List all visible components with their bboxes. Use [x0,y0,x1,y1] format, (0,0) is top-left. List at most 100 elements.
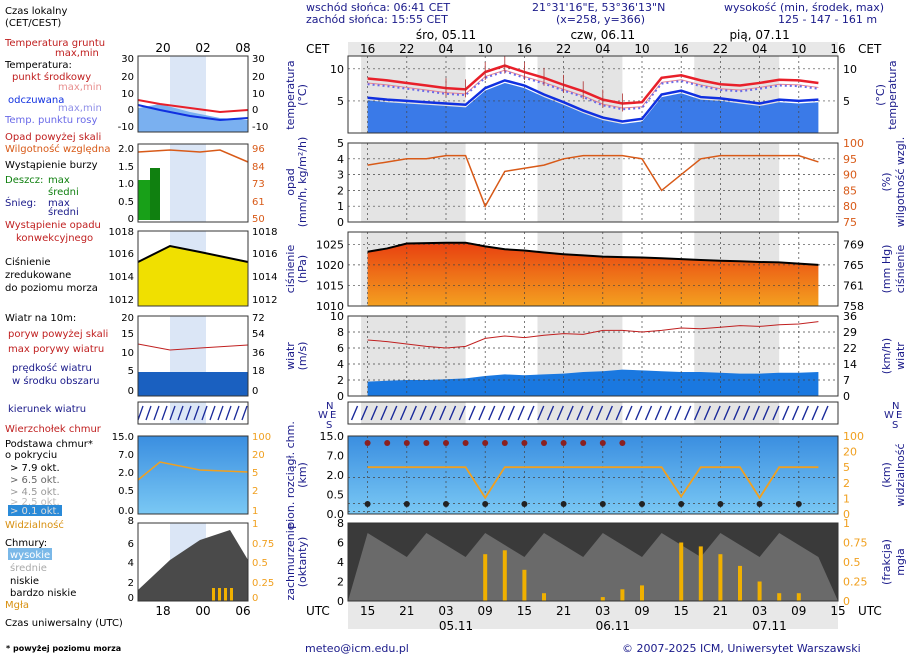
legend-label: Wiatr na 10m: [5,313,76,324]
precip-tick-right: 75 [843,216,857,229]
legend-gust-line [137,343,249,351]
wind-arrow [713,405,721,421]
day-top-label: czw, 06.11 [570,28,635,42]
pres-tick-left: 1020 [316,259,344,272]
legend-wind-arrow [201,405,208,421]
compass-s: S [326,420,332,431]
compass-w: W [318,410,328,421]
cover-frame [347,522,839,602]
fog-bar [777,593,782,601]
fog-bar [738,565,742,601]
wind-tick-left: 6 [337,342,344,355]
fog-bar [640,585,644,601]
cloud-top-dot [560,440,567,446]
dir-frame [347,401,839,425]
cloud-tick-left: 15.0 [320,430,345,443]
legend-label: poryw powyżej skali [8,329,108,340]
cet-tick: 04 [752,42,767,56]
legend-tick-top: 02 [195,41,210,55]
cet-bar [348,42,838,56]
precip-tick-left: 5 [337,137,344,150]
legend-fog-bar [224,588,227,601]
legend-label: Ciśnienie [5,256,51,268]
legend-wind-arrow [185,405,192,421]
legend-pres-tick: 1018 [109,227,134,238]
cet-tick: 16 [830,42,845,56]
precip-tick-right: 80 [843,200,857,213]
utc-bar [348,601,838,629]
legend-windkmh-tick: 54 [252,329,265,340]
humidity-line [367,154,819,208]
day-bottom-label: 05.11 [439,619,473,633]
wind-arrow [468,405,476,421]
legend-label: Wystąpienie opadu [5,220,101,231]
legend-cover-tick: 0 [128,593,134,604]
legend-cover-tick: 8 [128,516,134,527]
cloud-top-dot [384,440,391,446]
legend-wind-tick: 10 [121,348,134,359]
legend-label: Temperatura: [4,60,72,71]
wind-arrow [399,405,408,421]
cet-tick: 04 [438,42,453,56]
legend-label: > 2.5 okt. [10,497,60,508]
wind-arrow [507,405,515,421]
legend-label: > 0.1 okt. [10,506,60,517]
legend-label: punkt środkowy [12,71,91,83]
cloud-axis-label: pion. rozciągł. chm. [284,421,297,529]
legend-cover-tick: 4 [128,558,134,569]
legend-temp-tick: 10 [121,89,134,100]
legend-tick-bottom: 18 [155,604,170,618]
legend-rain-max [150,168,160,220]
utc-tick: 15 [517,604,532,618]
wind-arrow [556,405,564,421]
legend-wind-tick: 5 [128,366,134,377]
precip-night-band [361,143,466,222]
legend-pres-area [138,246,248,306]
legend-precip-tick: 2.0 [118,144,134,155]
utc-tick: 03 [595,604,610,618]
wind-arrow [762,405,770,421]
cloud-top-dot [580,440,587,446]
legend-label: wysokie [10,550,50,561]
cover-tick-left: 8 [337,517,344,530]
pres-tick-right: 765 [843,259,864,272]
wind-arrow [615,405,623,421]
legend-okt01-swatch [8,505,62,516]
wind-arrow [360,405,368,421]
precip-frame [347,142,839,223]
wind-tick-right: 29 [843,326,857,339]
precip-tick-left: 0 [337,216,344,229]
cloud-base-dot [678,501,685,507]
day-bottom-label: 06.11 [596,619,630,633]
footer-email[interactable]: meteo@icm.edu.pl [305,642,409,655]
legend-temp-tick: 20 [121,72,134,83]
legend-fog-bar [218,588,221,601]
cloud-base-dot [560,501,567,507]
vis-tick-right: 0 [843,508,850,521]
pres-tick-right: 758 [843,300,864,313]
temperature-min-line [367,69,819,109]
legend-cloud-tick: 7.0 [118,450,134,461]
legend-wind-arrow [169,405,176,421]
legend-vis-tick: 2 [252,486,258,497]
cet-tick: 10 [478,42,493,56]
legend-label: Wilgotność względna [5,143,110,155]
legend-vis-tick: 100 [252,432,271,443]
wind-arrow [576,405,584,421]
fog-bar [757,581,762,601]
pres-tick-right: 769 [843,238,864,251]
legend-panel-1-night [170,144,206,222]
vis-tick-right: 5 [843,461,850,474]
utc-tick: 03 [438,604,453,618]
fog-tick-right: 1 [843,517,850,530]
cloud-base-dot [364,501,371,507]
wind-arrow [566,405,574,421]
height-values: 125 - 147 - 161 m [778,13,878,26]
legend-frame-4 [137,401,249,425]
cloud-base-dot [403,501,410,507]
cloud-tick-left: 7.0 [327,450,345,463]
precip-tick-left: 1 [337,200,344,213]
legend-cloud-tick: 0.0 [118,506,134,517]
legend-hum-tick: 73 [252,179,265,190]
cloud-base-dot [482,501,489,507]
